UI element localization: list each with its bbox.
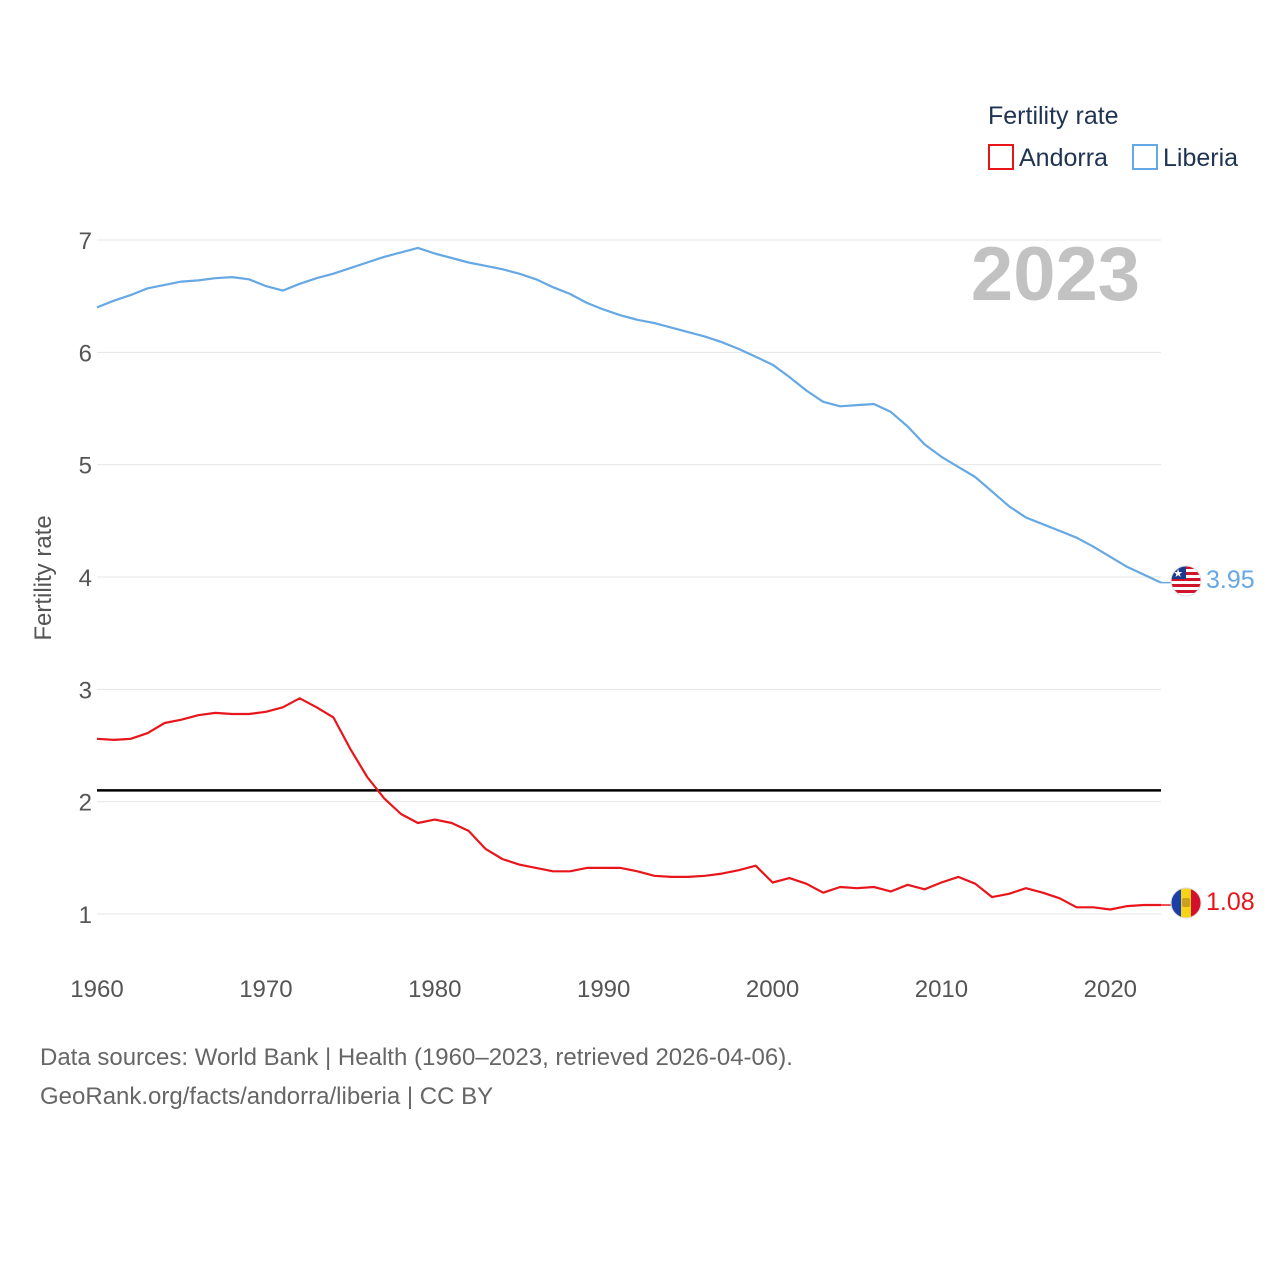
footer-link[interactable]: GeoRank.org/facts/andorra/liberia | CC B…: [40, 1083, 494, 1110]
legend-label-liberia[interactable]: Liberia: [1163, 144, 1238, 172]
gridlines: [97, 239, 1161, 915]
x-tick-label: 2010: [915, 976, 968, 1003]
legend-swatch-liberia[interactable]: [1132, 144, 1158, 170]
x-tick-label: 2020: [1084, 976, 1137, 1003]
x-tick-label: 1980: [408, 976, 461, 1003]
year-label: 2023: [971, 232, 1140, 317]
x-tick-label: 2000: [746, 976, 799, 1003]
liberia-flag-border: [1170, 565, 1202, 597]
x-tick-label: 1960: [70, 976, 123, 1003]
y-tick-label: 1: [79, 902, 92, 929]
y-tick-label: 5: [79, 453, 92, 480]
legend-swatch-andorra[interactable]: [988, 144, 1014, 170]
x-tick-label: 1970: [239, 976, 292, 1003]
legend-title: Fertility rate: [988, 102, 1119, 130]
y-axis-ticks: 1 2 3 4 5 6 7: [79, 228, 92, 929]
x-tick-label: 1990: [577, 976, 630, 1003]
series-line-andorra[interactable]: [96, 697, 1161, 911]
liberia-end-value: 3.95: [1206, 566, 1255, 594]
series-line-liberia[interactable]: [96, 246, 1162, 584]
andorra-flag-icon: [1171, 888, 1201, 918]
y-tick-label: 4: [79, 565, 92, 592]
andorra-flag-border: [1170, 887, 1202, 919]
y-tick-label: 7: [79, 228, 92, 255]
y-tick-label: 3: [79, 677, 92, 704]
y-tick-label: 2: [79, 790, 92, 817]
andorra-end-value: 1.08: [1206, 888, 1255, 916]
footer-source: Data sources: World Bank | Health (1960–…: [40, 1044, 793, 1071]
svg-text:★: ★: [1173, 567, 1183, 580]
series-group: [96, 246, 1172, 911]
legend-label-andorra[interactable]: Andorra: [1019, 144, 1108, 172]
y-tick-label: 6: [79, 340, 92, 367]
liberia-flag-icon: ★: [1171, 566, 1201, 596]
x-axis-ticks: 1960 1970 1980 1990 2000 2010 2020: [70, 976, 1137, 1003]
y-axis-label: Fertility rate: [30, 515, 57, 640]
legend: Fertility rate Andorra Liberia: [988, 102, 1238, 172]
chart: 1 2 3 4 5 6 7 1960 1970 1980 1990 2000 2010 2020 Fer…: [30, 102, 1255, 1003]
